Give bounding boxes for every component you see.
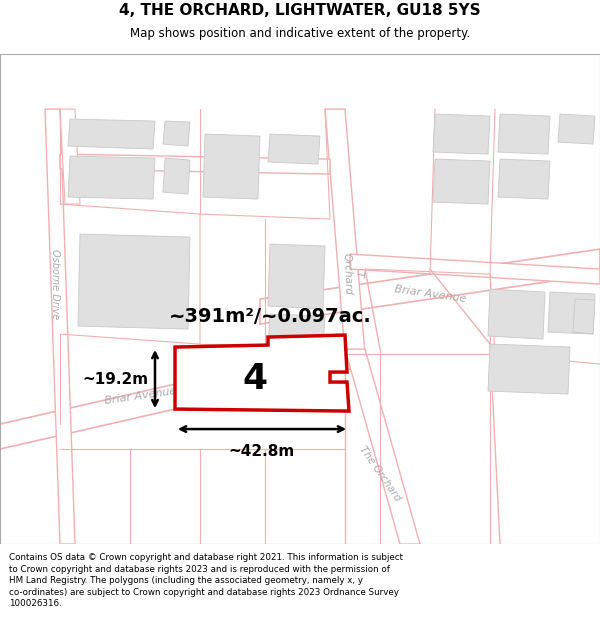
Polygon shape: [175, 335, 349, 411]
Polygon shape: [345, 349, 420, 544]
Polygon shape: [260, 249, 600, 324]
Polygon shape: [498, 159, 550, 199]
Polygon shape: [350, 254, 600, 284]
Text: ~19.2m: ~19.2m: [82, 371, 148, 386]
Text: T
Orchard: T Orchard: [341, 253, 365, 296]
Polygon shape: [60, 154, 330, 174]
Polygon shape: [268, 314, 325, 349]
Polygon shape: [78, 234, 190, 329]
Text: 4, THE ORCHARD, LIGHTWATER, GU18 5YS: 4, THE ORCHARD, LIGHTWATER, GU18 5YS: [119, 2, 481, 18]
Text: Briar Avenue: Briar Avenue: [103, 386, 176, 406]
Text: Briar Avenue: Briar Avenue: [394, 284, 467, 304]
Polygon shape: [573, 299, 595, 334]
Text: Osborne Drive: Osborne Drive: [50, 249, 60, 319]
Text: 4: 4: [242, 362, 268, 396]
Polygon shape: [268, 134, 320, 164]
Polygon shape: [203, 134, 260, 199]
Polygon shape: [163, 158, 190, 194]
Text: The Orchard: The Orchard: [358, 445, 403, 503]
Text: Map shows position and indicative extent of the property.: Map shows position and indicative extent…: [130, 28, 470, 40]
Polygon shape: [433, 159, 490, 204]
Polygon shape: [60, 109, 80, 204]
Text: ~391m²/~0.097ac.: ~391m²/~0.097ac.: [169, 306, 371, 326]
Text: Contains OS data © Crown copyright and database right 2021. This information is : Contains OS data © Crown copyright and d…: [9, 554, 403, 608]
Polygon shape: [488, 289, 545, 339]
Polygon shape: [68, 156, 155, 199]
Polygon shape: [498, 114, 550, 154]
Polygon shape: [433, 114, 490, 154]
Polygon shape: [325, 109, 365, 354]
Text: ~42.8m: ~42.8m: [229, 444, 295, 459]
Polygon shape: [548, 292, 595, 334]
Polygon shape: [0, 344, 350, 449]
Polygon shape: [45, 109, 75, 544]
Polygon shape: [163, 121, 190, 146]
Polygon shape: [488, 344, 570, 394]
Polygon shape: [558, 114, 595, 144]
Polygon shape: [68, 119, 155, 149]
Polygon shape: [268, 244, 325, 309]
